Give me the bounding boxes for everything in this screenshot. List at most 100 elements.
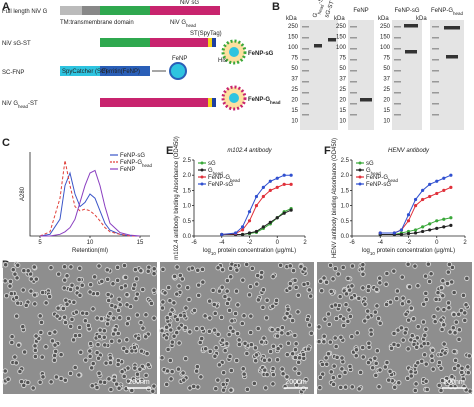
particle <box>151 270 157 277</box>
legend-label: FeNP-sG <box>366 182 391 188</box>
particle <box>325 351 332 357</box>
gel-title: FeNP <box>353 8 368 14</box>
particle <box>40 374 46 380</box>
particle <box>64 273 70 279</box>
ladder-band <box>350 70 357 72</box>
x-tick-label: 10 <box>87 240 94 246</box>
particle <box>270 366 276 372</box>
point <box>392 231 396 235</box>
particle <box>104 267 110 273</box>
particle <box>383 301 390 308</box>
ladder-band <box>432 59 439 61</box>
particle <box>338 384 344 391</box>
segment <box>150 38 208 47</box>
particle <box>425 261 431 267</box>
particle <box>366 340 372 346</box>
point <box>275 176 279 180</box>
ladder-band <box>394 103 401 105</box>
particle <box>335 271 341 277</box>
particle <box>115 307 122 314</box>
particle <box>191 307 198 314</box>
particle <box>274 357 281 363</box>
scale-bar-label: 200nm <box>285 379 307 386</box>
particle <box>287 285 293 291</box>
marker-label: 37 <box>339 77 346 83</box>
particle <box>9 334 15 340</box>
particle <box>138 348 145 354</box>
particle <box>13 360 19 366</box>
product-label: FeNP-Ghead <box>248 97 281 105</box>
point <box>282 182 286 186</box>
particle <box>428 271 434 277</box>
marker-label: 100 <box>288 45 299 51</box>
particle <box>289 317 296 324</box>
particle <box>87 348 93 354</box>
particle <box>384 270 390 277</box>
particle <box>296 378 302 385</box>
particle <box>284 310 290 317</box>
particle <box>284 351 290 358</box>
particle <box>285 340 292 346</box>
particle <box>455 363 461 369</box>
particle <box>450 325 456 331</box>
ladder-band <box>350 103 357 105</box>
unit: kDa <box>286 16 297 22</box>
particle <box>94 384 100 391</box>
legend-swatch <box>358 175 362 179</box>
marker-label: 250 <box>380 24 391 30</box>
legend-swatch <box>200 168 204 172</box>
particle <box>90 360 96 367</box>
particle <box>261 357 268 363</box>
label: TM:transmembrane domain <box>60 20 134 26</box>
segment <box>212 98 216 107</box>
particle <box>49 338 56 344</box>
particle <box>181 377 187 383</box>
particle <box>405 375 411 381</box>
particle <box>52 342 58 348</box>
x-axis-label-part: protein concentration (μg/mL) <box>375 248 455 254</box>
particle <box>160 266 166 272</box>
particle <box>247 284 254 290</box>
particle <box>292 347 299 353</box>
particle <box>227 353 233 359</box>
protein-band <box>314 44 322 48</box>
particle <box>260 287 267 293</box>
particle <box>232 310 239 317</box>
particle <box>372 309 378 315</box>
particle <box>345 275 351 282</box>
y-axis-label: m102.4 antibody binding Absorbance (OD45… <box>174 136 180 259</box>
ladder-band <box>350 114 357 116</box>
particle <box>129 348 135 354</box>
particle <box>423 296 429 303</box>
particle <box>321 275 327 281</box>
particle <box>321 339 327 345</box>
y-tick-label: 0.5 <box>183 219 192 225</box>
series-line <box>40 169 141 237</box>
particle <box>171 273 178 280</box>
particle <box>432 319 438 325</box>
particle <box>137 366 143 372</box>
ladder-band <box>432 92 439 94</box>
particle <box>67 370 74 377</box>
particle <box>301 281 307 288</box>
point <box>240 225 245 229</box>
chart-title: m102.4 antibody <box>227 148 272 154</box>
particle <box>263 385 269 391</box>
particle <box>90 306 96 312</box>
point <box>378 231 382 235</box>
gel-title-part: FeNP-G <box>431 8 453 14</box>
marker-label: 100 <box>336 45 347 51</box>
particle <box>295 309 301 315</box>
particle <box>233 288 240 294</box>
particle <box>123 274 129 281</box>
particle <box>218 314 225 321</box>
point <box>220 232 224 237</box>
particle <box>83 357 89 363</box>
particle <box>316 324 322 330</box>
particle <box>145 268 151 274</box>
particle <box>43 344 49 350</box>
particle <box>422 273 429 279</box>
particle <box>32 301 38 307</box>
particle <box>451 348 457 355</box>
particle <box>58 351 64 358</box>
